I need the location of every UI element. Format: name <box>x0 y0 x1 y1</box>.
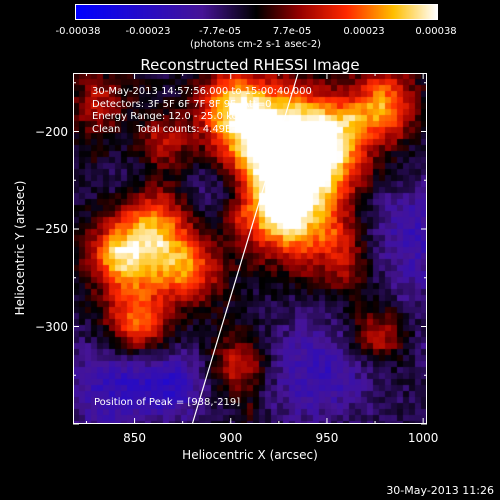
annotation-line: Clean Total counts: 4.49E+03 <box>92 123 253 135</box>
colorbar-tick: -7.7e-05 <box>199 26 241 37</box>
heatmap-image <box>73 73 427 424</box>
colorbar-tick: 0.00038 <box>415 26 457 37</box>
y-axis-label: Heliocentric Y (arcsec) <box>13 180 27 316</box>
annotation-block: 30-May-2013 14:57:56.000 to 15:00:40.000… <box>92 86 312 136</box>
limb-line <box>191 72 299 425</box>
colorbar <box>75 4 438 20</box>
x-tick-label: 950 <box>315 431 339 445</box>
x-tick-label: 1000 <box>407 431 439 445</box>
x-tick-label: 850 <box>123 431 147 445</box>
colorbar-tick: -0.00023 <box>125 26 171 37</box>
y-tick-label: −300 <box>35 319 68 334</box>
colorbar-units: (photons cm-2 s-1 asec-2) <box>190 39 322 50</box>
peak-label: Position of Peak = [938,-219] <box>94 397 241 408</box>
axis-ticks <box>73 73 427 425</box>
x-tick-label: 900 <box>219 431 243 445</box>
colorbar-tick: -0.00038 <box>55 26 101 37</box>
x-axis-label: Heliocentric X (arcsec) <box>182 448 318 462</box>
annotation-line: 30-May-2013 14:57:56.000 to 15:00:40.000 <box>92 86 312 97</box>
chart-title: Reconstructed RHESSI Image <box>140 56 360 74</box>
y-tick-label: −250 <box>35 222 68 236</box>
colorbar-tick: 0.00023 <box>343 26 385 37</box>
plot-frame <box>73 73 427 424</box>
annotation-line: Energy Range: 12.0 - 25.0 keV <box>92 111 245 123</box>
annotation-line: Detectors: 3F 5F 6F 7F 8F 9F Att=0 <box>92 98 272 110</box>
y-tick-label: −200 <box>35 124 68 139</box>
timestamp-footer: 30-May-2013 11:26 <box>386 484 494 497</box>
colorbar-tick: 7.7e-05 <box>272 26 312 37</box>
